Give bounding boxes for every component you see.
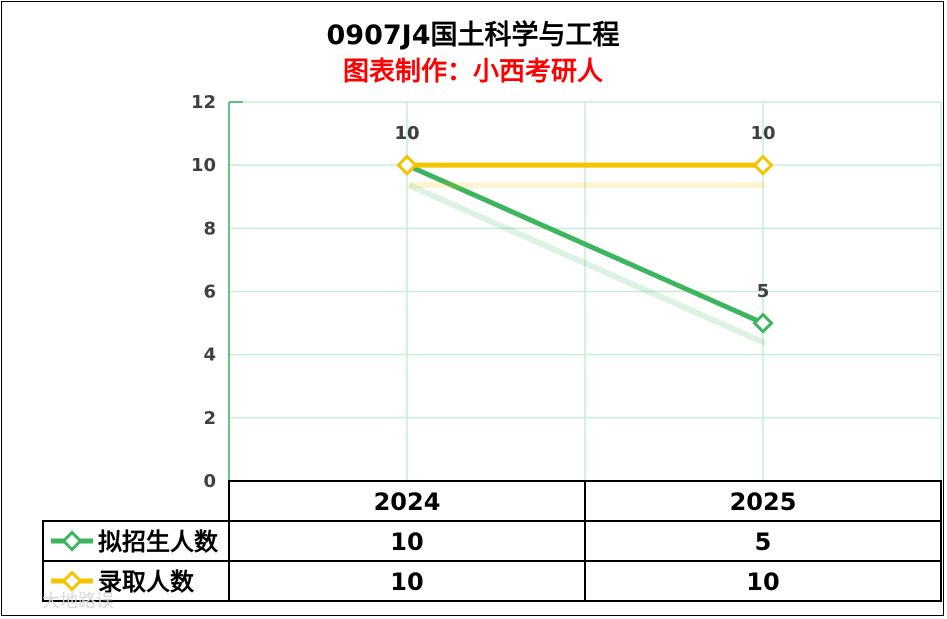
chart-title: 0907J4国土科学与工程 xyxy=(327,19,620,51)
legend-marker-swatch xyxy=(61,570,83,592)
y-tick-label: 12 xyxy=(191,92,216,113)
table-value-cell: 5 xyxy=(755,528,772,556)
y-tick-label: 10 xyxy=(191,155,216,176)
data-label: 10 xyxy=(394,123,419,144)
y-tick-label: 2 xyxy=(203,408,216,429)
table-value-cell: 10 xyxy=(746,568,779,596)
table-value-cell: 10 xyxy=(390,528,423,556)
data-point-marker xyxy=(752,312,774,334)
series-line-1 xyxy=(405,162,765,326)
y-tick-label: 8 xyxy=(203,218,216,239)
data-point-marker xyxy=(752,154,774,176)
y-tick-label: 0 xyxy=(203,471,216,492)
table-value-cell: 10 xyxy=(390,568,423,596)
x-category-label: 2024 xyxy=(374,488,441,516)
data-label: 10 xyxy=(394,123,419,144)
y-tick-label: 6 xyxy=(203,282,216,303)
chart-subtitle: 图表制作：小西考研人 xyxy=(343,57,603,87)
y-tick-label: 4 xyxy=(203,345,216,366)
x-category-label: 2025 xyxy=(730,488,797,516)
watermark-text: 大地路误 xyxy=(42,591,114,612)
legend-marker-swatch xyxy=(61,530,83,552)
legend-series-name: 拟招生人数 xyxy=(98,528,219,556)
data-label: 5 xyxy=(757,281,770,302)
legend-series-name: 录取人数 xyxy=(98,568,195,596)
series-shadow-1 xyxy=(407,182,767,346)
data-label: 10 xyxy=(750,123,775,144)
data-point-marker xyxy=(396,154,418,176)
